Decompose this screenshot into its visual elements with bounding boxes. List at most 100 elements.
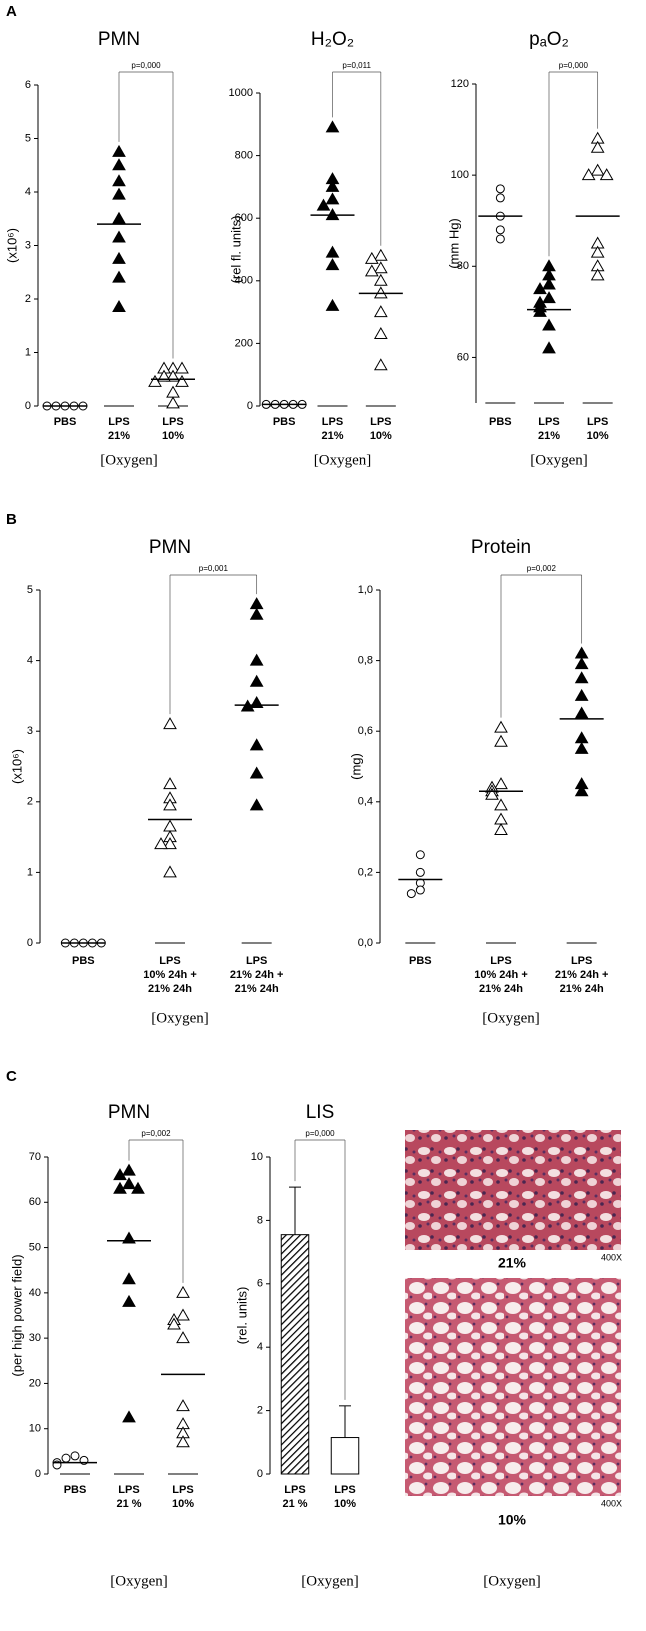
y-tick-label: 3 xyxy=(27,725,33,737)
data-point xyxy=(163,798,177,811)
x-axis-label: [Oxygen] xyxy=(482,1010,539,1026)
x-tick-label: LPS xyxy=(538,416,559,428)
data-point xyxy=(542,318,556,331)
data-point xyxy=(325,192,340,205)
y-tick-label: 70 xyxy=(29,1151,41,1163)
data-point xyxy=(574,741,589,754)
data-point xyxy=(373,261,388,274)
x-tick-label: LPS xyxy=(162,416,183,428)
x-tick-label: LPS xyxy=(172,1484,193,1496)
x-tick-label: PBS xyxy=(54,416,77,428)
y-tick-label: 5 xyxy=(25,132,31,144)
panel-label: C xyxy=(6,1068,17,1085)
chart-title: LIS xyxy=(306,1102,335,1123)
data-point xyxy=(373,248,388,261)
data-point xyxy=(494,823,508,836)
data-point xyxy=(316,198,331,211)
data-point xyxy=(163,865,177,878)
x-tick-label: LPS xyxy=(108,416,129,428)
x-tick-label: 21% xyxy=(538,430,560,442)
data-point xyxy=(113,1168,127,1181)
x-tick-label: 10% xyxy=(334,1498,356,1510)
p-value: p=0,000 xyxy=(305,1129,335,1138)
image-caption: 10% xyxy=(498,1512,527,1528)
x-axis-label: [Oxygen] xyxy=(100,452,157,468)
data-point xyxy=(494,798,508,811)
data-point xyxy=(175,374,189,387)
data-point xyxy=(325,258,340,271)
data-point xyxy=(249,798,264,811)
y-axis-label: (x10⁶) xyxy=(4,228,19,263)
bar xyxy=(330,1437,360,1475)
data-point xyxy=(113,1181,127,1194)
x-tick-label: LPS xyxy=(246,955,267,967)
x-tick-label: 21% xyxy=(321,430,343,442)
y-tick-label: 50 xyxy=(29,1241,41,1253)
data-point xyxy=(176,1331,190,1344)
data-point xyxy=(112,270,126,283)
data-point xyxy=(590,268,605,281)
chart-title: pₐO₂ xyxy=(529,29,569,50)
y-tick-label: 40 xyxy=(29,1287,41,1299)
y-tick-label: 600 xyxy=(235,212,253,224)
y-axis-label: (mm Hg) xyxy=(446,218,461,269)
data-point xyxy=(176,1399,190,1412)
data-point xyxy=(148,374,162,387)
data-point xyxy=(249,766,264,779)
data-point xyxy=(122,1410,136,1423)
data-point xyxy=(112,230,126,243)
y-tick-label: 8 xyxy=(257,1214,263,1226)
x-tick-label: 10% xyxy=(162,430,184,442)
data-point xyxy=(364,264,379,277)
image-magnification: 400X xyxy=(601,1252,622,1262)
data-point xyxy=(112,144,126,157)
data-point xyxy=(325,245,340,258)
data-point xyxy=(154,837,168,850)
data-point xyxy=(112,211,126,224)
data-point xyxy=(494,812,508,825)
y-tick-label: 60 xyxy=(29,1196,41,1208)
x-tick-label: 21% xyxy=(108,430,130,442)
y-tick-label: 4 xyxy=(25,186,31,198)
x-axis-label: [Oxygen] xyxy=(530,452,587,468)
y-tick-label: 60 xyxy=(457,351,469,363)
data-point xyxy=(163,717,177,730)
x-tick-label: PBS xyxy=(64,1484,87,1496)
y-tick-label: 120 xyxy=(451,78,469,90)
x-tick-label: 10% xyxy=(587,430,609,442)
data-point xyxy=(112,300,126,313)
data-point xyxy=(533,282,547,295)
y-tick-label: 200 xyxy=(235,337,253,349)
y-tick-label: 5 xyxy=(27,584,33,596)
data-point xyxy=(249,607,264,620)
y-tick-label: 3 xyxy=(25,239,31,251)
data-point xyxy=(415,885,425,895)
data-point xyxy=(373,327,388,340)
data-point xyxy=(112,187,126,200)
data-point xyxy=(325,298,340,311)
chart-title: PMN xyxy=(108,1102,150,1123)
y-tick-label: 4 xyxy=(27,655,33,667)
x-tick-label: 21 % xyxy=(282,1498,307,1510)
data-point xyxy=(590,140,605,153)
data-point xyxy=(176,1285,190,1298)
y-tick-label: 1000 xyxy=(229,87,253,99)
data-point xyxy=(163,837,177,850)
y-tick-label: 6 xyxy=(25,79,31,91)
data-point xyxy=(166,385,180,398)
y-tick-label: 1,0 xyxy=(358,584,373,596)
data-point xyxy=(249,738,264,751)
x-tick-label: 21% 24h xyxy=(560,983,604,995)
data-point xyxy=(166,396,180,409)
data-point xyxy=(485,787,499,800)
data-point xyxy=(163,819,177,832)
data-point xyxy=(581,168,596,181)
data-point xyxy=(249,674,264,687)
data-point xyxy=(590,245,605,258)
data-point xyxy=(495,225,505,235)
data-point xyxy=(495,234,505,244)
x-tick-label: 10% 24h + xyxy=(474,969,528,981)
y-axis-label: (per high power field) xyxy=(9,1254,24,1376)
data-point xyxy=(542,341,556,354)
